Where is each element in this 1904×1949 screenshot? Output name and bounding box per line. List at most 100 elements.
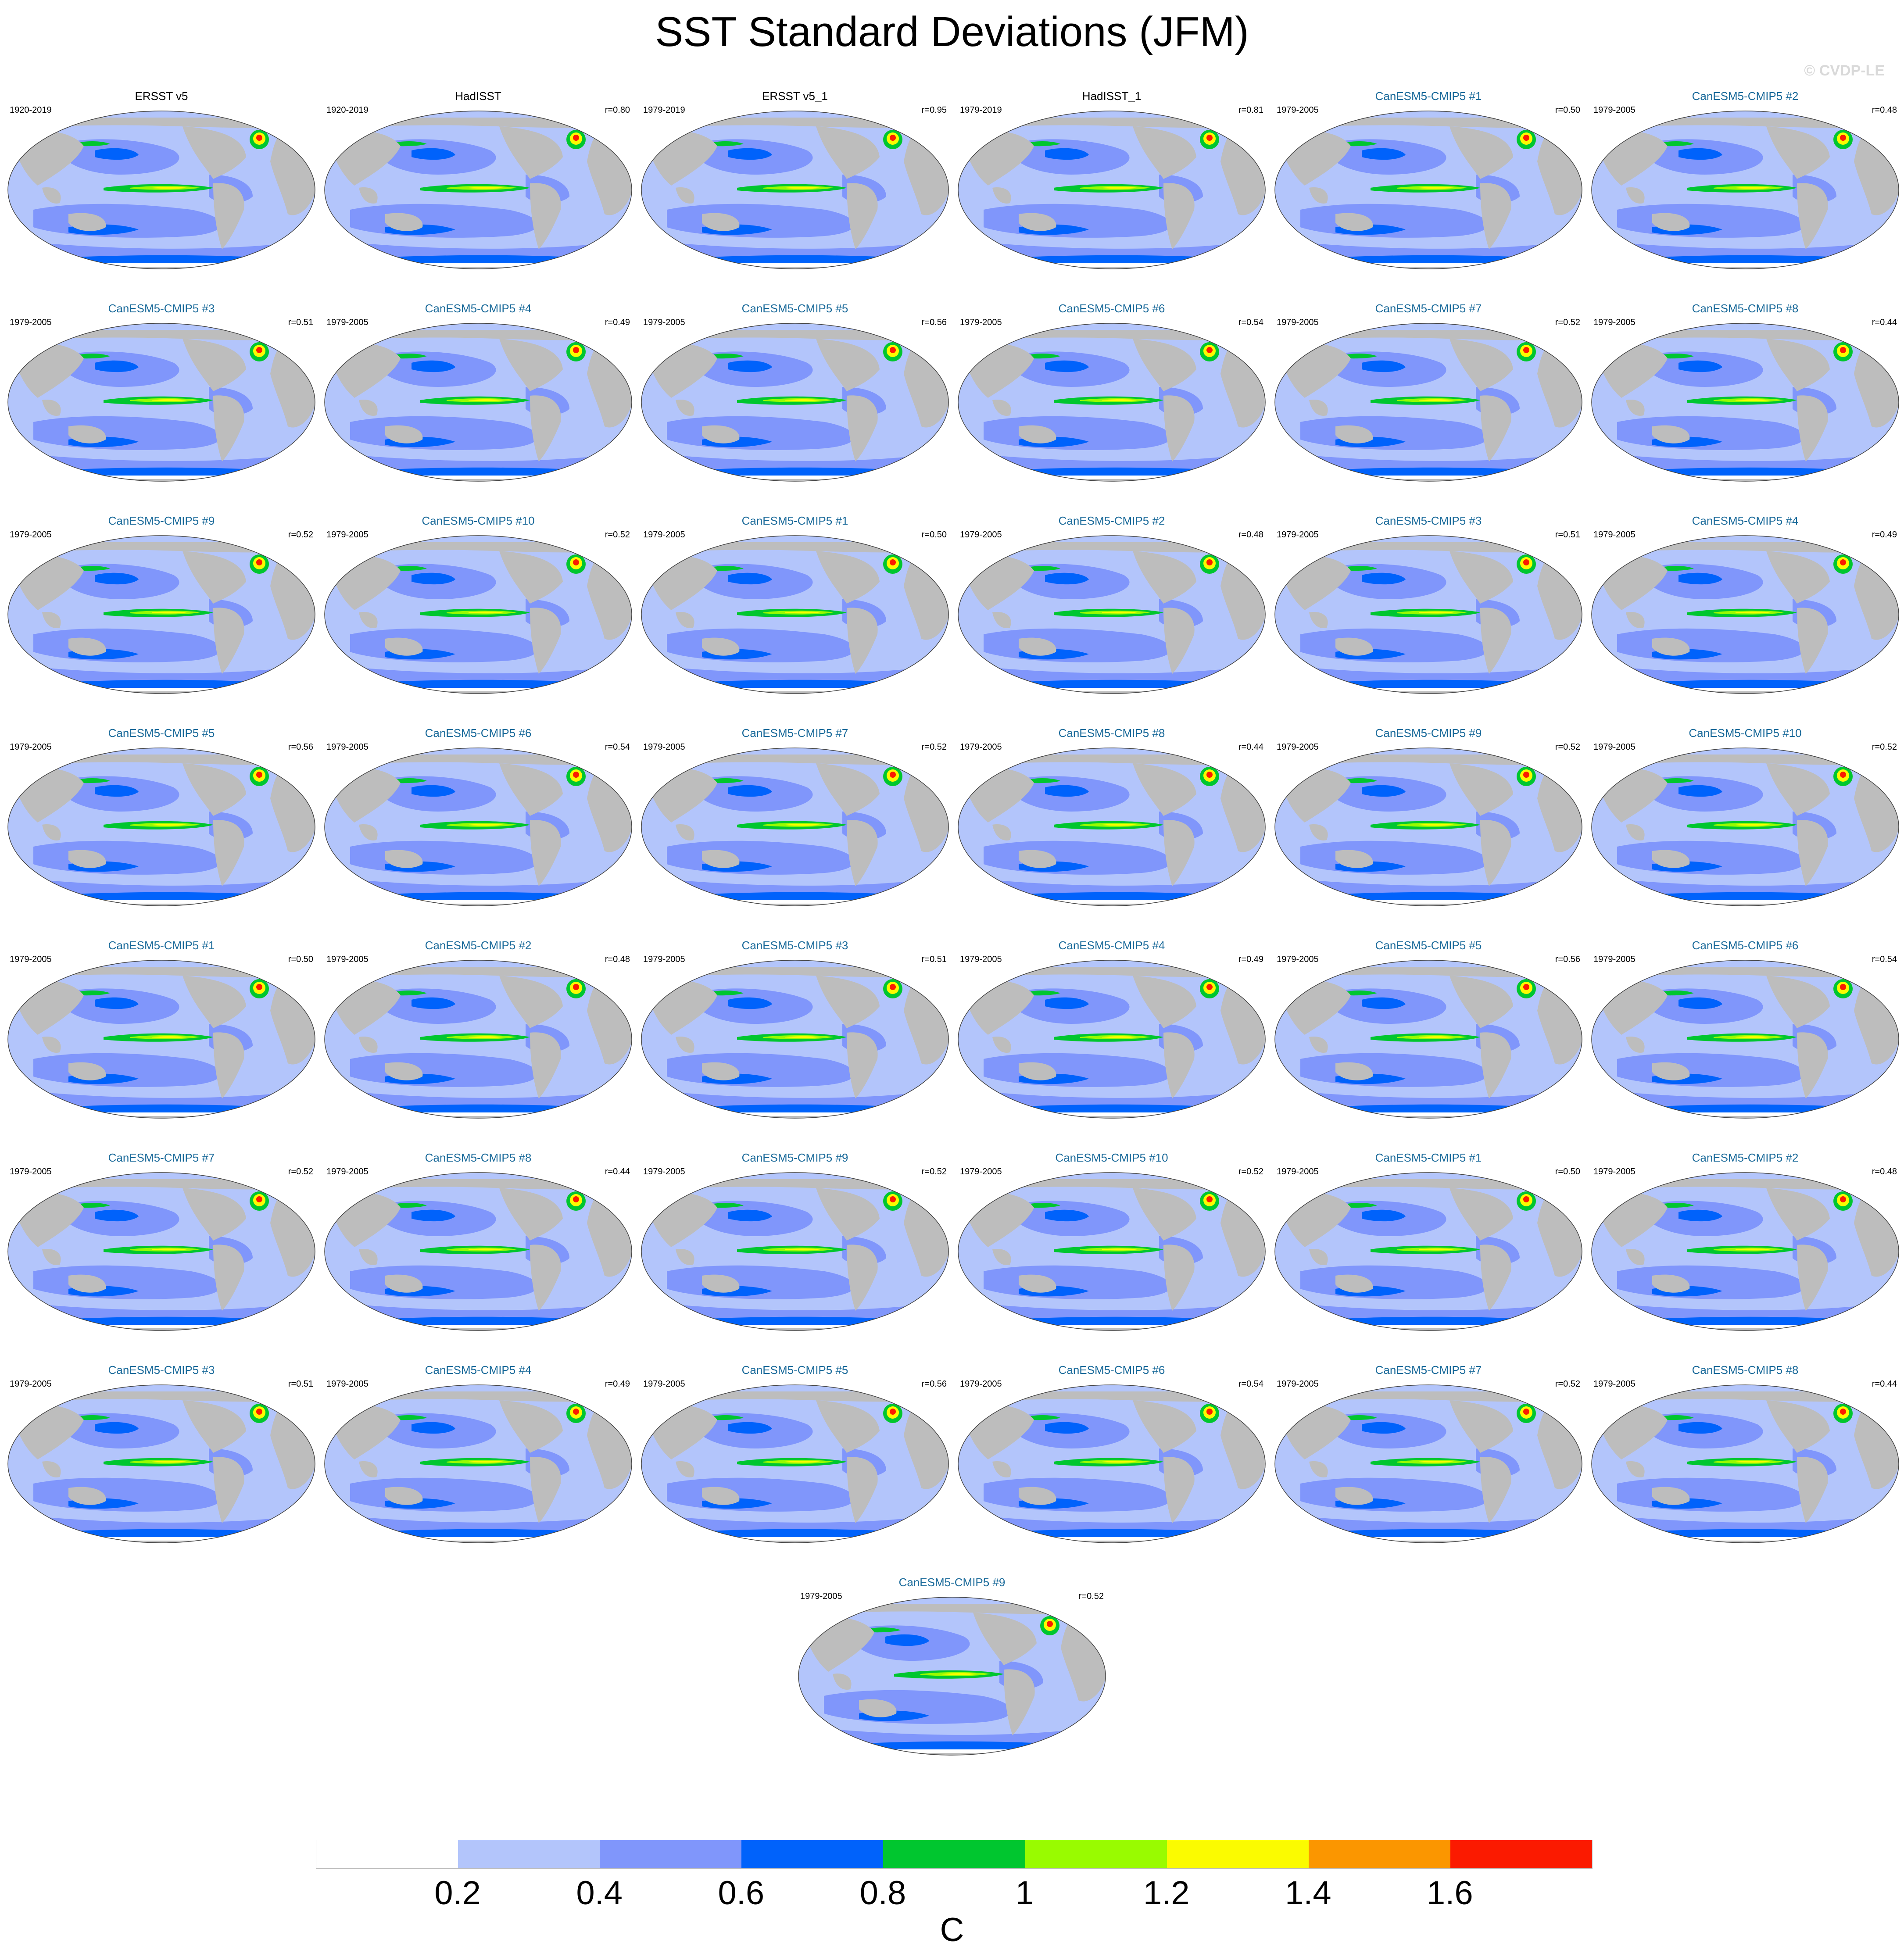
- world-map: [957, 321, 1266, 483]
- panel-title: CanESM5-CMIP5 #1: [741, 514, 848, 527]
- panel-correlation: r=0.51: [288, 1379, 313, 1389]
- colorbar-segment: [316, 1840, 458, 1868]
- panel-title: CanESM5-CMIP5 #8: [1692, 1363, 1799, 1377]
- map-panel: CanESM5-CMIP5 #7 1979-2005 r=0.52: [637, 726, 953, 933]
- map-panel: CanESM5-CMIP5 #1 1979-2005 r=0.50: [637, 514, 953, 720]
- map-panel: CanESM5-CMIP5 #2 1979-2005 r=0.48: [1587, 89, 1903, 296]
- colorbar-tick-label: 0.4: [576, 1874, 623, 1912]
- panel-correlation: r=0.56: [921, 318, 947, 327]
- panel-period: 1979-2005: [960, 1379, 1002, 1389]
- panel-title: CanESM5-CMIP5 #6: [1058, 302, 1165, 315]
- panel-correlation: r=0.52: [921, 1167, 947, 1177]
- panel-title: CanESM5-CMIP5 #4: [425, 302, 532, 315]
- map-panel: ERSST v5_1 1979-2019 r=0.95: [637, 89, 953, 296]
- map-panel: CanESM5-CMIP5 #5 1979-2005 r=0.56: [4, 726, 319, 933]
- world-map: [7, 109, 316, 271]
- world-map: [324, 1170, 633, 1333]
- panel-period: 1979-2005: [1593, 105, 1636, 115]
- world-map: [957, 1383, 1266, 1545]
- panel-title: CanESM5-CMIP5 #2: [1692, 89, 1799, 103]
- map-panel: CanESM5-CMIP5 #3 1979-2005 r=0.51: [4, 1363, 319, 1570]
- panel-correlation: r=0.48: [1238, 530, 1263, 540]
- panel-title: ERSST v5: [135, 89, 188, 103]
- panel-correlation: r=0.50: [1555, 105, 1580, 115]
- map-panel: CanESM5-CMIP5 #4 1979-2005 r=0.49: [320, 302, 636, 508]
- panel-title: CanESM5-CMIP5 #10: [422, 514, 535, 527]
- panel-period: 1979-2005: [643, 742, 685, 752]
- panel-period: 1979-2005: [10, 1167, 52, 1177]
- world-map: [1591, 958, 1900, 1120]
- panel-period: 1979-2019: [960, 105, 1002, 115]
- panel-title: CanESM5-CMIP5 #8: [425, 1151, 532, 1164]
- panel-period: 1979-2005: [643, 530, 685, 540]
- map-panel: CanESM5-CMIP5 #8 1979-2005 r=0.44: [320, 1151, 636, 1357]
- panel-period: 1979-2005: [10, 1379, 52, 1389]
- world-map: [1591, 1170, 1900, 1333]
- panel-correlation: r=0.56: [1555, 955, 1580, 964]
- map-panel: CanESM5-CMIP5 #10 1979-2005 r=0.52: [954, 1151, 1270, 1357]
- world-map: [7, 533, 316, 696]
- panel-correlation: r=0.44: [1238, 742, 1263, 752]
- map-panel: HadISST 1920-2019 r=0.80: [320, 89, 636, 296]
- panel-title: CanESM5-CMIP5 #5: [108, 726, 215, 740]
- panel-correlation: r=0.52: [1555, 742, 1580, 752]
- panel-correlation: r=0.48: [1872, 105, 1897, 115]
- panel-correlation: r=0.54: [1238, 1379, 1263, 1389]
- panel-period: 1979-2005: [10, 955, 52, 964]
- panel-correlation: r=0.80: [605, 105, 630, 115]
- panel-correlation: r=0.49: [1238, 955, 1263, 964]
- world-map: [324, 109, 633, 271]
- panel-period: 1979-2005: [643, 1379, 685, 1389]
- panel-title: CanESM5-CMIP5 #9: [108, 514, 215, 527]
- panel-title: CanESM5-CMIP5 #7: [1375, 302, 1482, 315]
- panel-period: 1979-2005: [1593, 318, 1636, 327]
- panel-correlation: r=0.49: [1872, 530, 1897, 540]
- panel-correlation: r=0.44: [1872, 318, 1897, 327]
- world-map: [7, 1170, 316, 1333]
- world-map: [7, 958, 316, 1120]
- panel-correlation: r=0.50: [921, 530, 947, 540]
- map-panel: CanESM5-CMIP5 #4 1979-2005 r=0.49: [1587, 514, 1903, 720]
- world-map: [641, 1170, 949, 1333]
- map-panel: CanESM5-CMIP5 #2 1979-2005 r=0.48: [320, 939, 636, 1145]
- colorbar-segment: [883, 1840, 1025, 1868]
- colorbar-units: C: [940, 1911, 964, 1949]
- panel-title: CanESM5-CMIP5 #9: [741, 1151, 848, 1164]
- panel-period: 1979-2019: [643, 105, 685, 115]
- panel-period: 1979-2005: [10, 530, 52, 540]
- panel-correlation: r=0.56: [921, 1379, 947, 1389]
- panel-correlation: r=0.50: [1555, 1167, 1580, 1177]
- panel-title: CanESM5-CMIP5 #5: [741, 302, 848, 315]
- panel-correlation: r=0.52: [1872, 742, 1897, 752]
- panel-title: CanESM5-CMIP5 #5: [741, 1363, 848, 1377]
- panel-title: HadISST: [455, 89, 501, 103]
- colorbar-segment: [458, 1840, 600, 1868]
- colorbar-segment: [600, 1840, 742, 1868]
- map-panel: CanESM5-CMIP5 #5 1979-2005 r=0.56: [637, 302, 953, 508]
- colorbar-segment: [1450, 1840, 1592, 1868]
- figure-title: SST Standard Deviations (JFM): [655, 8, 1249, 55]
- panel-correlation: r=0.48: [1872, 1167, 1897, 1177]
- panel-title: CanESM5-CMIP5 #1: [108, 939, 215, 952]
- world-map: [641, 958, 949, 1120]
- panel-title: CanESM5-CMIP5 #7: [741, 726, 848, 740]
- panel-correlation: r=0.95: [921, 105, 947, 115]
- panel-title: CanESM5-CMIP5 #3: [108, 1363, 215, 1377]
- map-panel: CanESM5-CMIP5 #1 1979-2005 r=0.50: [4, 939, 319, 1145]
- panel-correlation: r=0.52: [288, 1167, 313, 1177]
- map-panel: CanESM5-CMIP5 #1 1979-2005 r=0.50: [1271, 89, 1586, 296]
- world-map: [641, 533, 949, 696]
- panel-period: 1979-2005: [960, 1167, 1002, 1177]
- panel-period: 1979-2005: [326, 955, 369, 964]
- panel-correlation: r=0.54: [1872, 955, 1897, 964]
- world-map: [1274, 958, 1583, 1120]
- panel-correlation: r=0.44: [605, 1167, 630, 1177]
- world-map: [957, 109, 1266, 271]
- panel-period: 1979-2005: [960, 530, 1002, 540]
- panel-period: 1979-2005: [1277, 105, 1319, 115]
- world-map: [957, 533, 1266, 696]
- map-panel: CanESM5-CMIP5 #9 1979-2005 r=0.52: [637, 1151, 953, 1357]
- panel-period: 1979-2005: [1593, 1379, 1636, 1389]
- world-map: [957, 746, 1266, 908]
- colorbar-segment: [1167, 1840, 1309, 1868]
